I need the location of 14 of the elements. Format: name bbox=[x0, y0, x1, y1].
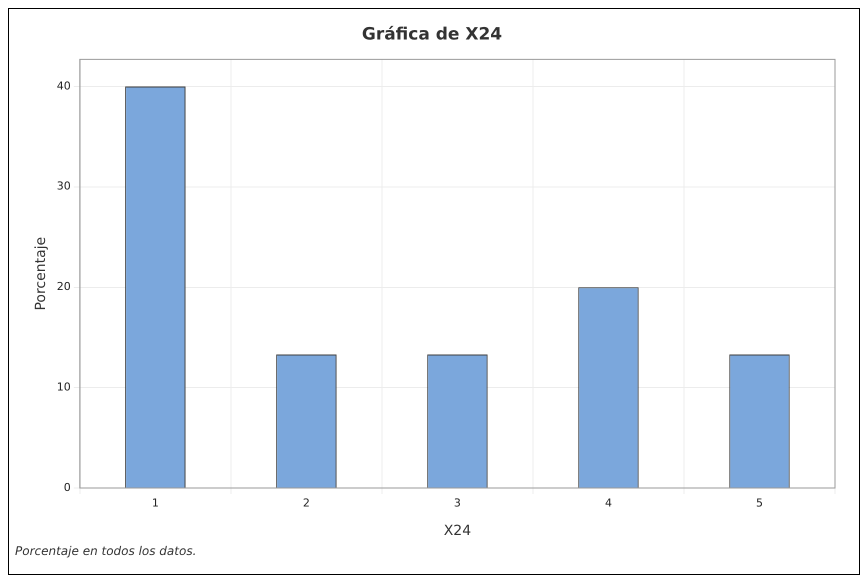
chart-title: Gráfica de X24 bbox=[362, 24, 502, 45]
y-axis-title: Porcentaje bbox=[33, 236, 50, 311]
x-tick-label: 4 bbox=[604, 496, 612, 510]
x-tick-label: 5 bbox=[756, 496, 763, 510]
y-tick-label: 0 bbox=[64, 480, 71, 494]
x-tick-label: 2 bbox=[302, 496, 310, 510]
y-tick-label: 30 bbox=[56, 180, 71, 193]
y-tick-label: 40 bbox=[56, 79, 71, 92]
y-tick-label: 20 bbox=[56, 280, 71, 294]
x-tick-label: 3 bbox=[454, 496, 461, 510]
x-tick-label: 1 bbox=[152, 496, 159, 510]
text: Porcentaje en todos los datos. bbox=[15, 544, 198, 558]
x-axis-title: X24 bbox=[444, 523, 472, 540]
y-tick-label: 10 bbox=[56, 380, 71, 394]
